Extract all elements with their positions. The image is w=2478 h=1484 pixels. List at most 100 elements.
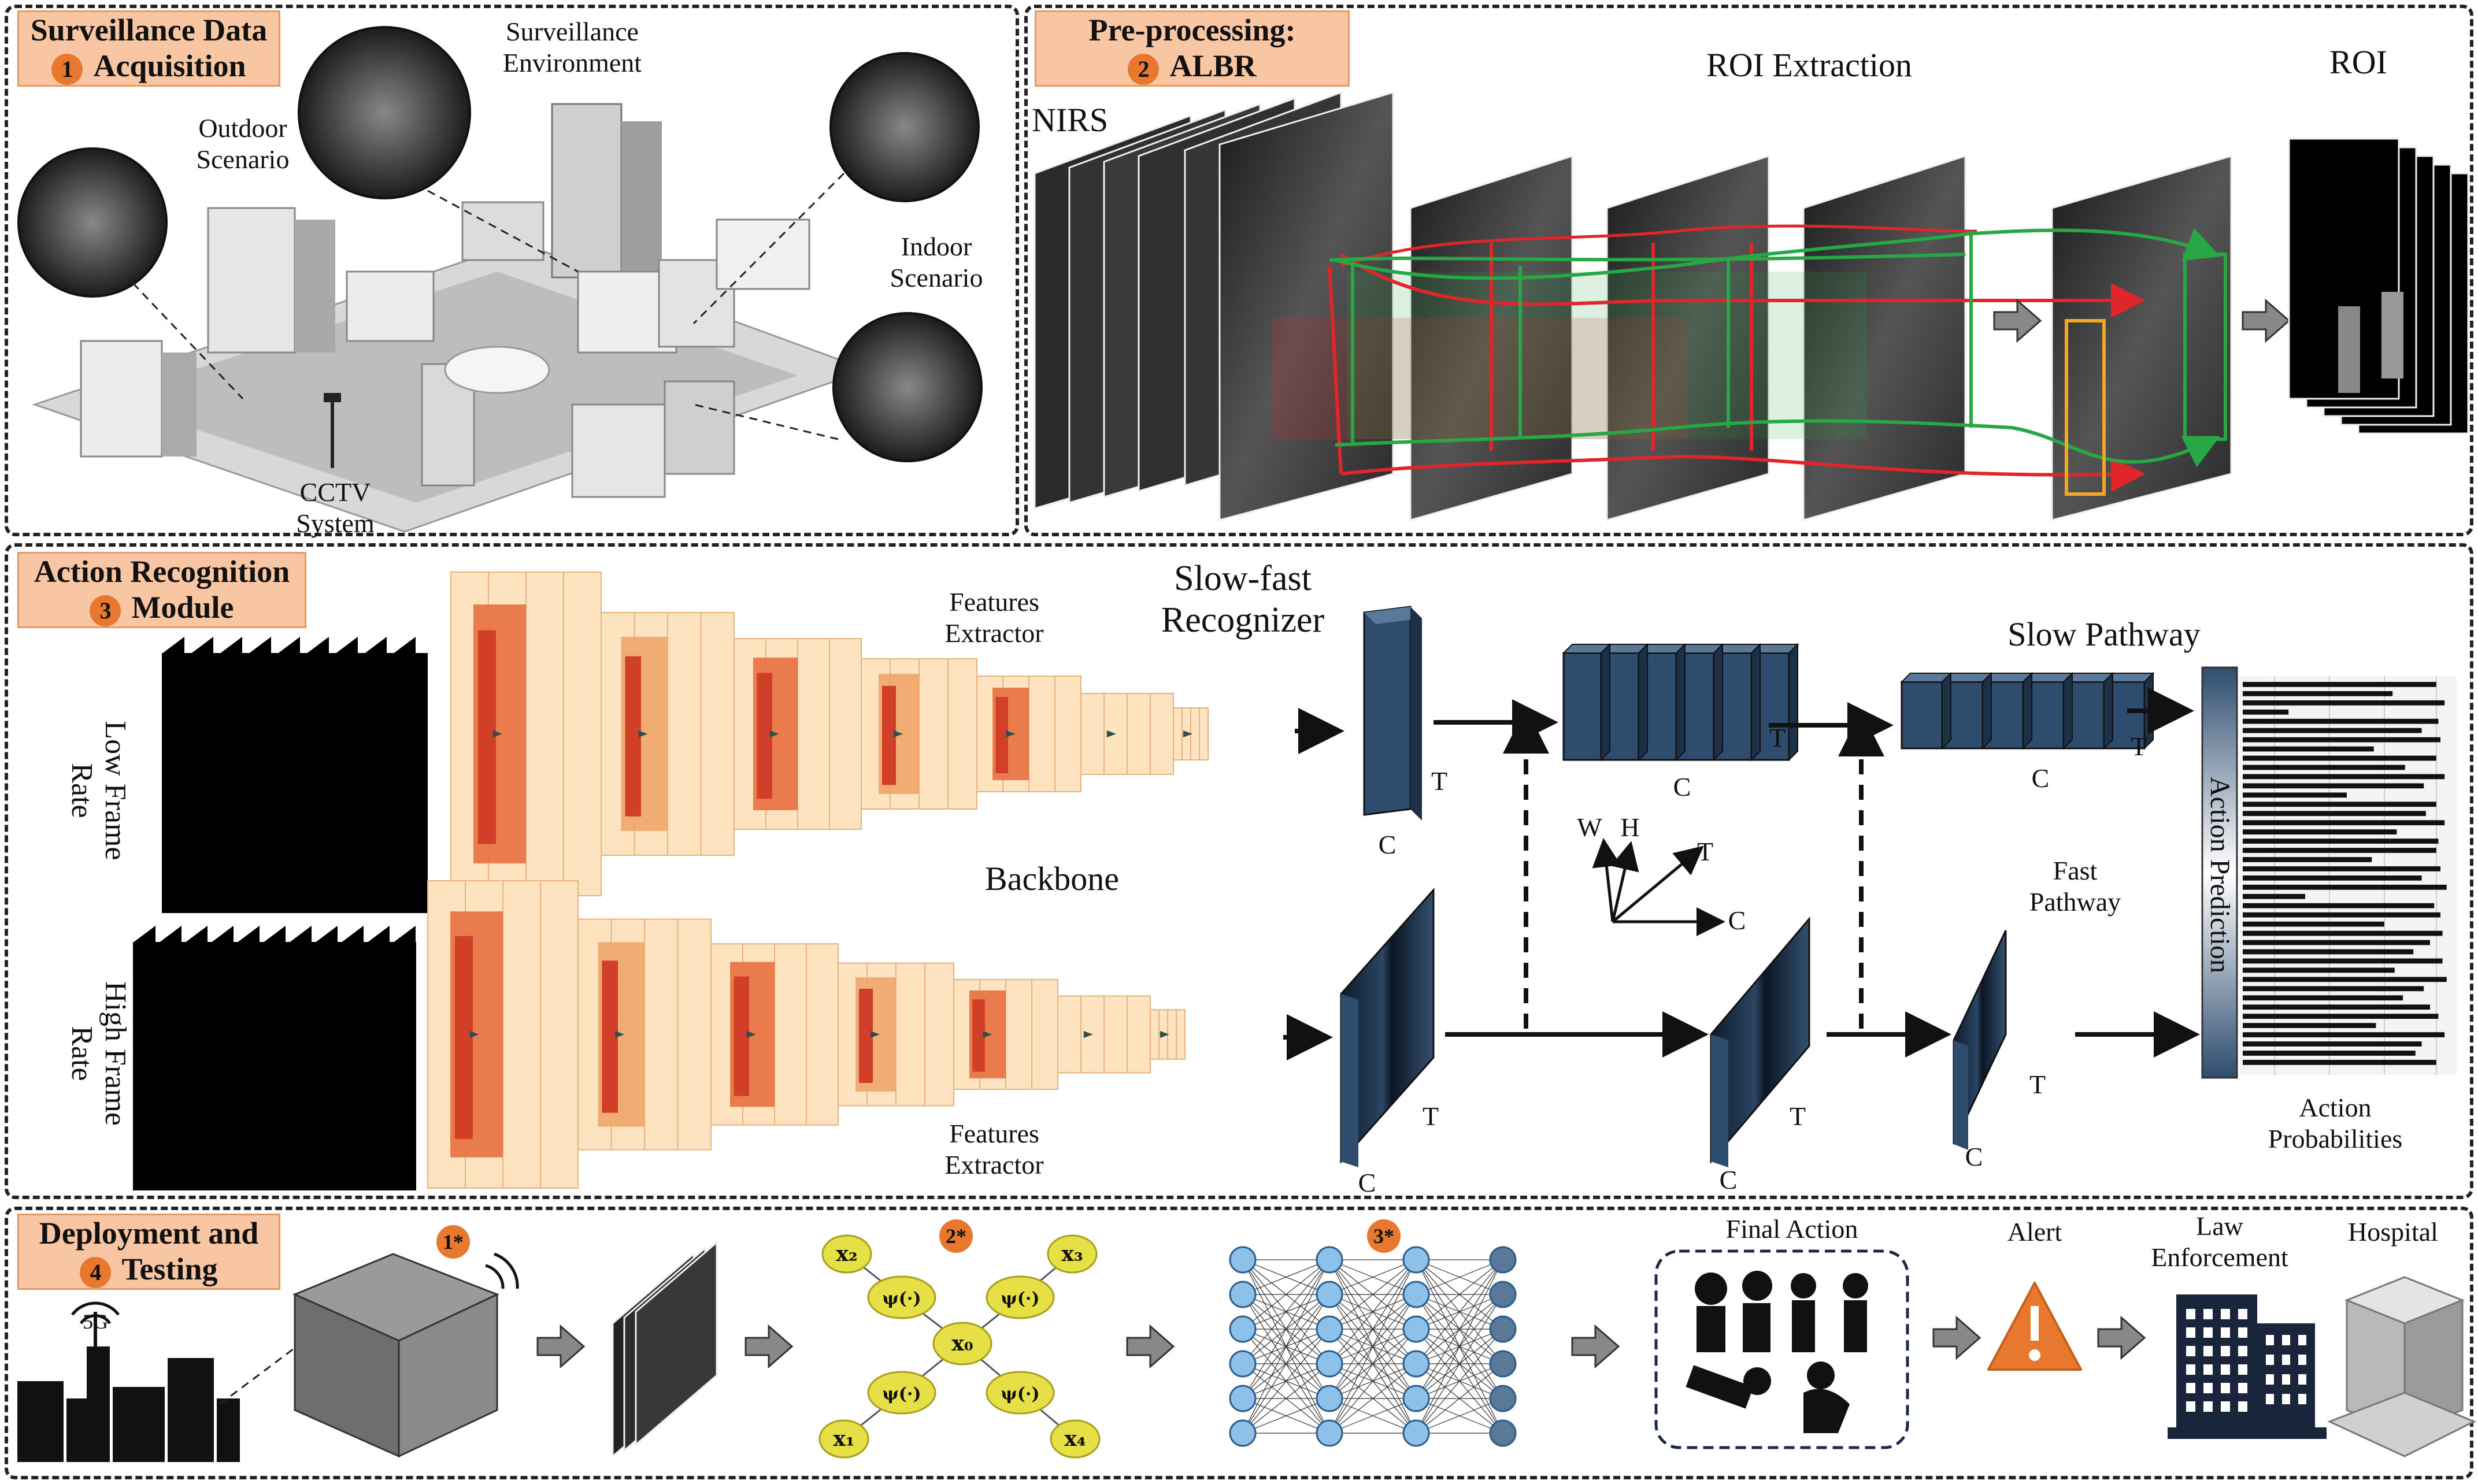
panel-preprocessing [1024,5,2473,536]
step-badge-2: 2* [939,1219,973,1253]
panel-deployment [5,1207,2473,1479]
slow-tensor-middle [1562,643,1799,762]
probability-bar [2243,1041,2422,1047]
section-title-line2: Acquisition [93,49,246,83]
dim-t-fast-output: T [2029,1070,2046,1099]
probability-bar [2243,802,2436,807]
label-hospital: Hospital [2348,1217,2438,1246]
dim-t-fast-input: T [1422,1101,1439,1131]
label-slow-pathway: Slow Pathway [2007,615,2201,653]
graph-node-label: ψ(·) [1001,1384,1039,1404]
probability-bar [2243,986,2424,992]
axis-label-w: W [1577,813,1602,842]
nirs-frame-stack [1034,91,1394,521]
dim-t-fast-middle: T [1789,1101,1806,1131]
label-surveillance-environment: Surveillance Environment [502,17,642,77]
backbone-top [450,572,1209,896]
dim-c-fast-middle: C [1719,1165,1738,1194]
panel-recognition [5,543,2473,1199]
label-roi-extraction: ROI Extraction [1706,46,1912,84]
section-tag-preprocessing: Pre-processing: 2 ALBR [1035,10,1350,87]
probability-bar [2243,700,2445,706]
probability-bar [2243,967,2395,973]
fast-tensor-output [1953,930,2007,1150]
probability-bar [2243,1060,2436,1065]
probability-bar [2243,1023,2376,1029]
probability-bar [2243,958,2443,964]
label-nirs: NIRS [1032,101,1109,139]
section-tag-recognition: Action Recognition 3 Module [17,552,306,628]
probability-bar [2243,875,2422,881]
probability-bar [2243,1051,2416,1056]
section-number: 4 [80,1256,112,1288]
label-features-extractor-bottom: Features Extractor [944,1119,1044,1179]
dim-c-fast-input: C [1358,1168,1376,1197]
label-cctv-system: CCTV System [296,477,375,538]
probability-bar [2243,839,2439,844]
law-enforcement-icon [2168,1294,2327,1439]
probability-bar [2243,1004,2430,1010]
action-prediction-panel [2201,666,2457,1079]
section-number: 1 [51,53,83,85]
probability-bar [2243,977,2447,982]
axis-label-h: H [1620,813,1640,842]
section-title-line2: Testing [121,1252,218,1286]
probability-bar [2243,765,2405,770]
dim-c-slow-middle: C [1673,772,1691,802]
indoor-room-icon [292,1252,519,1458]
section-tag-deployment: Deployment and 4 Testing [17,1214,280,1290]
label-fast-pathway: Fast Pathway [2029,856,2121,917]
city-illustration [17,26,983,533]
section-tag-acquisition: Surveillance Data 1 Acquisition [17,10,280,87]
fast-tensor-input [1340,888,1435,1167]
step-badge-3: 3* [1367,1219,1401,1253]
probability-bar [2243,783,2424,789]
city-skyline-icon [17,1301,240,1462]
section-title-line2: Module [131,590,234,625]
dim-c-fast-output: C [1965,1142,1983,1171]
label-alert: Alert [2007,1217,2062,1246]
step-badge-1: 1* [436,1225,470,1259]
dim-t-slow-input: T [1431,766,1448,796]
probability-bar [2243,728,2422,733]
label-roi: ROI [2329,43,2387,81]
graph-node-label: ψ(·) [1001,1289,1039,1309]
label-action-prediction: Action Prediction [2205,777,2235,973]
label-action-probabilities: Action Probabilities [2268,1093,2403,1153]
section-title-line1: Action Recognition [34,554,290,589]
probability-bar [2243,691,2393,696]
section-title-line1: Surveillance Data [30,13,268,47]
probability-bar [2243,774,2445,780]
fast-tensor-middle [1710,916,1810,1167]
label-features-extractor-top: Features Extractor [944,587,1044,648]
low-frame-input-stack [161,635,428,914]
probability-bar [2243,893,2305,899]
axis-glyph [1592,838,1725,936]
label-law-enforcement: Law Enforcement [2151,1211,2288,1272]
label-final-action: Final Action [1725,1214,1858,1244]
probability-bar [2243,903,2435,908]
section-title-line2: ALBR [1169,49,1257,83]
section-title-line1: Pre-processing: [1088,13,1296,47]
recognition-arrows [1283,688,2200,1060]
probability-bar [2243,949,2414,955]
roi-output-stack [2288,138,2469,435]
probability-bar [2243,682,2436,687]
section-number: 2 [1128,53,1160,85]
graph-node-label: x₃ [1061,1242,1083,1266]
graph-node-label: ψ(·) [882,1384,921,1404]
probability-bar [2243,866,2440,871]
graph-node-label: x₂ [836,1242,857,1266]
graph-node-label: ψ(·) [882,1289,921,1309]
probability-bar [2243,921,2384,927]
slow-tensor-input [1363,606,1422,821]
axis-label-t: T [1697,837,1714,866]
label-high-frame-rate: High Frame Rate [65,981,132,1126]
panel-acquisition [5,5,1019,536]
probability-bar [2243,1032,2445,1037]
roi-frame-sequence [1272,154,2291,521]
probability-bar [2243,940,2430,945]
axis-label-c: C [1728,906,1746,935]
high-frame-input-stack [132,923,417,1192]
